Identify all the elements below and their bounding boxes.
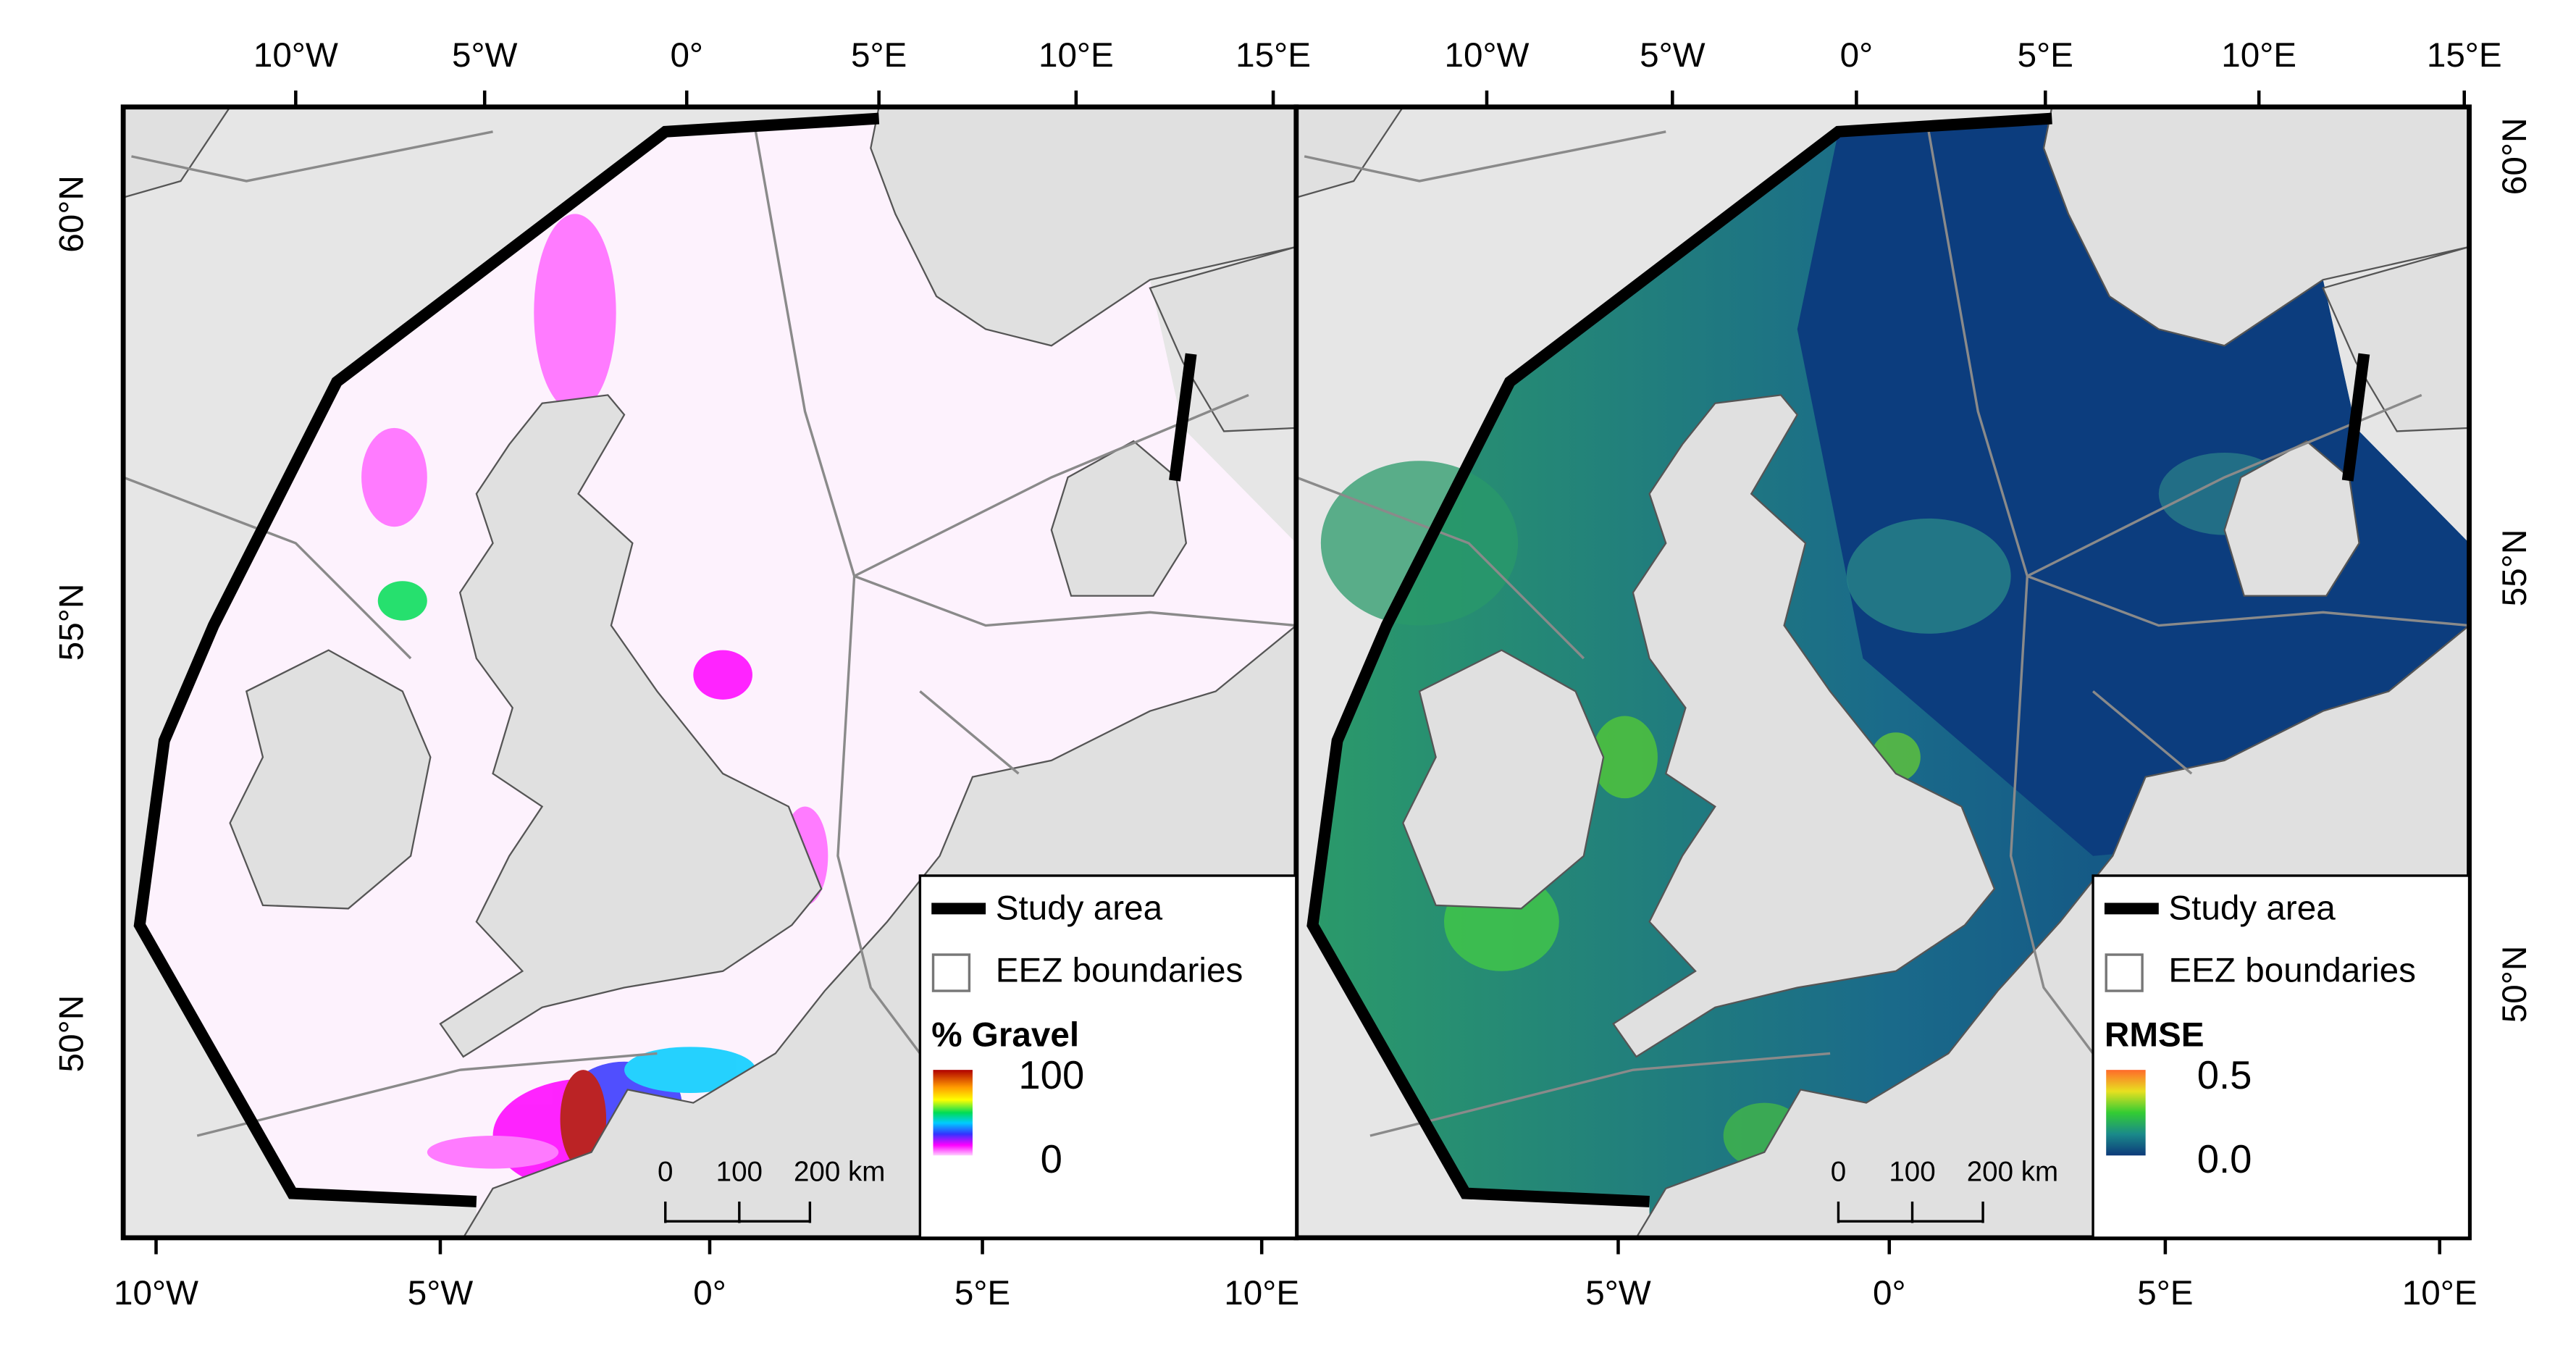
side-tick-label: 55°N <box>53 584 91 661</box>
legend-label: Study area <box>996 889 1163 927</box>
scale-label: 100 <box>1889 1156 1935 1187</box>
top-tick-label: 5°E <box>2018 36 2073 75</box>
legend-min: 0 <box>1041 1137 1062 1181</box>
side-tick-label: 60°N <box>53 175 91 253</box>
top-tick-label: 5°E <box>851 36 907 75</box>
color-ramp <box>933 1070 973 1156</box>
legend-label: EEZ boundaries <box>996 952 1243 990</box>
legend-box <box>2092 874 2471 1239</box>
side-tick-label: 55°N <box>2496 529 2534 607</box>
side-tick-label: 50°N <box>53 995 91 1073</box>
bottom-tick-label: 5°E <box>2137 1274 2193 1312</box>
color-ramp <box>2106 1070 2146 1156</box>
top-tick-label: 10°W <box>253 36 338 75</box>
scale-label: 200 km <box>1967 1156 2058 1187</box>
map-gravel <box>123 106 1296 1238</box>
labels: 10°W 5°W 0° 5°E 10°E 15°E 10°W 5°W 0° 5°E 10°E 60°N… <box>53 36 2534 1312</box>
bottom-tick-label: 10°W <box>114 1274 198 1312</box>
top-tick-label: 10°W <box>1444 36 1529 75</box>
legend-max: 0.5 <box>2197 1053 2252 1097</box>
side-tick-label: 60°N <box>2496 118 2534 196</box>
top-tick-label: 0° <box>1840 36 1874 75</box>
bottom-tick-label: 10°E <box>1224 1274 1299 1312</box>
bottom-tick-label: 0° <box>693 1274 726 1312</box>
legend-swatch <box>931 953 971 992</box>
top-tick-label: 10°E <box>2221 36 2296 75</box>
bottom-tick-label: 5°E <box>955 1274 1010 1312</box>
bottom-tick-label: 10°E <box>2402 1274 2478 1312</box>
frame <box>1293 104 2472 1241</box>
side-tick-label: 50°N <box>2496 946 2534 1023</box>
scale-label: 0 <box>1831 1156 1846 1187</box>
bottom-tick-label: 5°W <box>408 1274 473 1312</box>
bottom-tick-label: 0° <box>1873 1274 1906 1312</box>
top-tick-label: 15°E <box>1235 36 1311 75</box>
legend-title: % Gravel <box>931 1015 1079 1054</box>
legend-min: 0.0 <box>2197 1137 2252 1181</box>
legend-title: RMSE <box>2105 1015 2204 1054</box>
legend-label: Study area <box>2168 889 2336 927</box>
top-tick-label: 5°W <box>1640 36 1705 75</box>
legend-box <box>918 874 1298 1239</box>
legend-max: 100 <box>1018 1053 1084 1097</box>
legend-label: EEZ boundaries <box>2168 952 2416 990</box>
scale-label: 200 km <box>794 1156 885 1187</box>
legend-swatch <box>2105 953 2144 992</box>
top-tick-label: 15°E <box>2427 36 2502 75</box>
bottom-tick-label: 5°W <box>1585 1274 1650 1312</box>
top-tick-label: 10°E <box>1039 36 1114 75</box>
top-tick-label: 5°W <box>452 36 517 75</box>
scale-label: 100 <box>716 1156 763 1187</box>
scale-label: 0 <box>658 1156 673 1187</box>
top-tick-label: 0° <box>670 36 703 75</box>
